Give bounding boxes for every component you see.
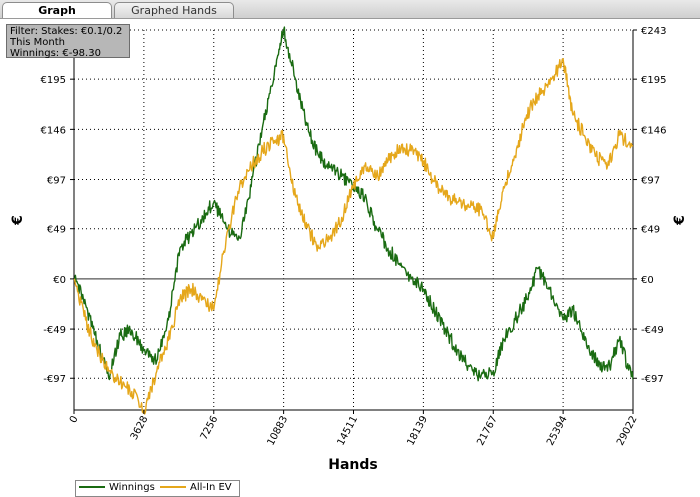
tab-graph[interactable]: Graph [2, 2, 112, 18]
legend-label-winnings: Winnings [109, 482, 155, 493]
series-line-1 [73, 58, 634, 415]
x-tick-label-8: 29022 [615, 414, 640, 447]
filter-stakes: Filter: Stakes: €0.1/0.2 NL [10, 26, 126, 37]
y-tick-label-right-1: -€49 [641, 325, 664, 336]
x-tick-label-2: 7256 [199, 414, 221, 442]
legend-swatch-allin-ev [160, 486, 186, 488]
legend-item-winnings: Winnings [79, 481, 155, 495]
x-tick-label-7: 25394 [545, 414, 570, 447]
y-tick-label-left-5: €146 [41, 125, 66, 136]
y-tick-label-left-6: €195 [41, 75, 66, 86]
legend-label-allin-ev: All-In EV [190, 482, 232, 493]
chart-legend: Winnings All-In EV [75, 480, 240, 497]
x-tick-label-1: 3628 [129, 414, 151, 442]
y-axis-title-left: € [10, 215, 26, 226]
series-group [73, 26, 634, 415]
x-tick-label-3: 10883 [266, 414, 291, 447]
y-tick-label-right-5: €146 [641, 125, 666, 136]
y-tick-label-left-2: €0 [53, 275, 66, 286]
y-axis-left: -€97-€49€0€49€97€146€195€243 [41, 26, 74, 385]
y-axis-right: -€97 -€49 €0 €49 €97 €146 €195 €243 [633, 26, 666, 385]
y-tick-label-right-3: €49 [641, 225, 660, 236]
filter-period: This Month [10, 37, 65, 48]
y-tick-label-right-6: €195 [641, 75, 666, 86]
x-tick-label-5: 18139 [405, 414, 430, 447]
y-tick-label-left-3: €49 [47, 225, 66, 236]
y-tick-label-left-0: -€97 [43, 374, 66, 385]
y-tick-label-right-7: €243 [641, 26, 666, 37]
y-tick-label-left-1: -€49 [43, 325, 66, 336]
y-tick-label-right-0: -€97 [641, 374, 664, 385]
tab-graphed-hands[interactable]: Graphed Hands [114, 2, 234, 18]
y-tick-label-right-2: €0 [641, 275, 654, 286]
y-tick-label-left-4: €97 [47, 176, 66, 187]
x-axis-title: Hands [328, 457, 378, 473]
x-tick-label-4: 14511 [336, 414, 361, 447]
tab-bar: Graph Graphed Hands [0, 0, 700, 19]
legend-item-allin-ev: All-In EV [160, 481, 232, 495]
y-axis-title-right: € [672, 215, 688, 226]
x-tick-label-0: 0 [68, 414, 81, 425]
filter-info-box: Filter: Stakes: €0.1/0.2 NL This Month W… [6, 24, 130, 59]
x-axis: 0 3628 7256 10883 14511 18139 21767 25394 29022 [68, 410, 640, 447]
filter-winnings: Winnings: €-98.30 [10, 48, 101, 59]
legend-swatch-winnings [79, 486, 105, 488]
y-tick-label-right-4: €97 [641, 176, 660, 187]
x-tick-label-6: 21767 [475, 414, 500, 447]
